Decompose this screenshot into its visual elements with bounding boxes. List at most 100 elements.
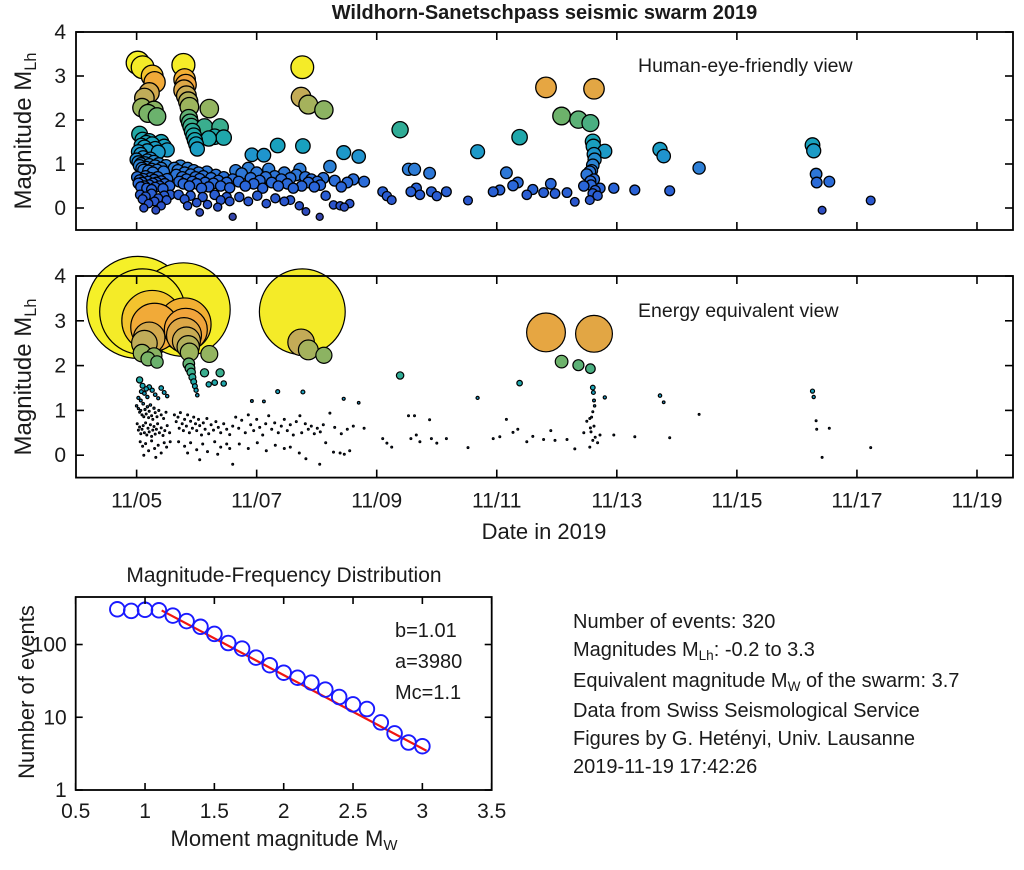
event-marker [521, 189, 533, 201]
panel2-frame: 11/05 11/07 11/09 11/11 11/13 11/15 11/17 11/19… [54, 265, 1014, 513]
event-marker [216, 425, 220, 429]
event-marker [321, 423, 325, 427]
event-marker [228, 433, 232, 437]
event-marker [147, 449, 151, 453]
event-marker [504, 417, 508, 421]
event-marker [815, 427, 819, 431]
event-marker [386, 195, 397, 206]
event-marker [147, 416, 151, 420]
magnitude-tick-label: 4 [54, 265, 66, 288]
event-marker [249, 423, 253, 427]
event-marker [591, 438, 595, 442]
event-marker [549, 429, 553, 433]
event-marker [148, 403, 153, 407]
event-marker [200, 344, 219, 364]
event-marker [264, 422, 268, 426]
event-marker [315, 426, 319, 430]
event-marker [153, 447, 157, 451]
event-marker [151, 205, 161, 215]
event-marker [811, 394, 816, 400]
event-marker [511, 430, 515, 434]
event-marker [342, 452, 346, 456]
event-marker [140, 427, 144, 431]
event-marker [141, 424, 145, 428]
mfd-point [386, 725, 403, 742]
mfd-point [400, 734, 417, 751]
event-marker [164, 393, 170, 399]
event-marker [192, 415, 196, 419]
event-marker [538, 187, 550, 199]
event-marker [582, 431, 586, 435]
event-marker [252, 190, 263, 201]
event-marker [142, 415, 146, 419]
event-marker [150, 414, 154, 418]
event-marker [153, 411, 157, 415]
event-marker [139, 382, 146, 389]
event-marker [336, 145, 352, 161]
mc-value-label: Mc=1.1 [395, 682, 462, 704]
event-marker [246, 447, 250, 451]
event-marker [444, 437, 448, 441]
mfd-point [233, 640, 251, 657]
mfd-point [247, 649, 265, 666]
event-marker [163, 429, 167, 433]
magnitude-tick-label: 0 [54, 444, 66, 467]
event-marker [526, 312, 566, 353]
magnitude-tick-label: 2 [54, 109, 66, 132]
event-marker [176, 415, 180, 419]
event-marker [565, 438, 569, 442]
event-marker [544, 177, 557, 190]
human-view-points [125, 50, 876, 221]
event-marker [608, 182, 620, 194]
mfd-point [330, 688, 348, 706]
event-marker [243, 196, 254, 207]
event-marker [184, 424, 188, 428]
event-marker [205, 381, 212, 388]
event-marker [282, 447, 286, 451]
info-line-timestamp: 2019-11-19 17:42:26 [573, 756, 758, 779]
event-marker [531, 434, 535, 438]
event-marker [810, 176, 823, 189]
mfd-point [122, 602, 140, 620]
event-marker [809, 388, 816, 394]
event-marker [814, 419, 818, 423]
event-marker [405, 186, 417, 198]
event-marker [243, 431, 247, 435]
event-marker [246, 413, 250, 417]
panel-frame [75, 31, 1014, 231]
event-marker [151, 428, 155, 432]
event-marker [282, 417, 286, 421]
event-marker [138, 410, 142, 414]
event-marker [323, 159, 337, 174]
info-line-data-source: Data from Swiss Seismological Service [573, 699, 920, 722]
mfd-point [372, 714, 390, 731]
event-marker [211, 379, 219, 387]
event-marker [215, 368, 225, 378]
magnitude-tick-label: 1 [54, 153, 66, 176]
event-marker [144, 442, 148, 446]
mfd-y-tick-label: 100 [32, 634, 67, 657]
panel-frame [75, 275, 1014, 479]
date-tick-label: 11/05 [111, 490, 162, 513]
event-marker [191, 197, 202, 208]
event-marker [183, 444, 187, 448]
event-marker [255, 417, 259, 421]
event-marker [205, 417, 209, 421]
event-marker [252, 429, 256, 433]
event-marker [189, 141, 206, 157]
event-marker [148, 423, 152, 427]
event-marker [144, 412, 148, 416]
event-marker [584, 195, 595, 206]
event-marker [138, 425, 142, 429]
event-marker [561, 187, 573, 199]
event-marker [285, 429, 289, 433]
event-marker [234, 191, 245, 203]
event-marker [391, 120, 409, 139]
event-marker [162, 441, 166, 445]
event-marker [198, 424, 202, 428]
mfd-point [414, 737, 431, 755]
mfd-title: Magnitude-Frequency Distribution [126, 564, 442, 587]
event-marker [197, 191, 208, 203]
event-marker [315, 212, 324, 221]
event-marker [154, 455, 158, 459]
